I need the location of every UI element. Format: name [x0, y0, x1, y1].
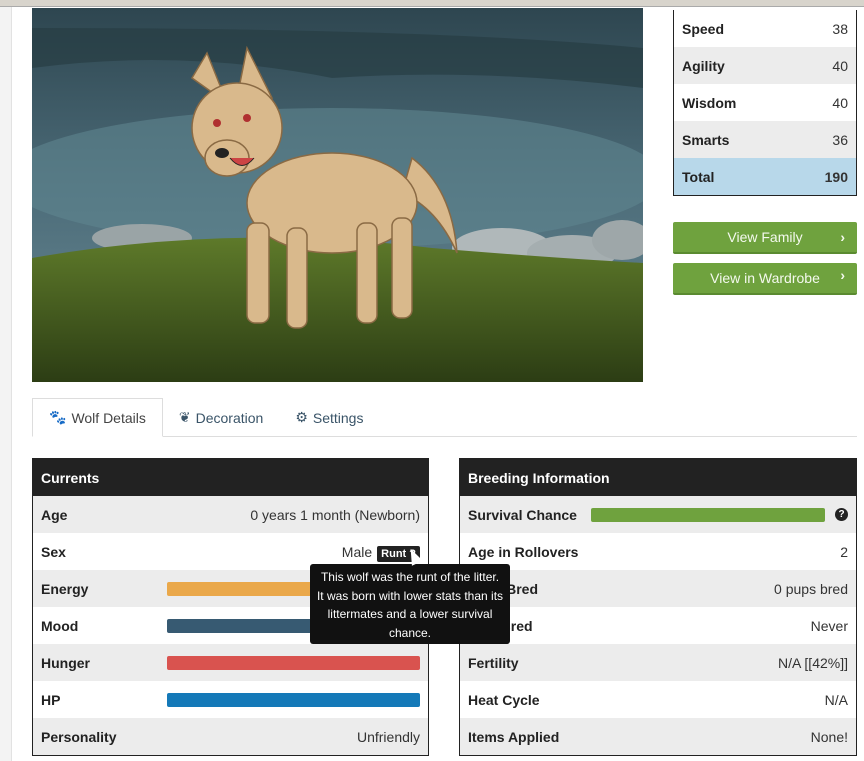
row-label: Age — [41, 506, 68, 523]
question-icon: ? — [409, 547, 416, 560]
row-value: Never — [810, 617, 848, 634]
tab-decoration[interactable]: ❦ Decoration — [163, 398, 279, 437]
stat-label: Speed — [682, 20, 725, 37]
tab-label: Wolf Details — [71, 409, 146, 426]
breeding-row: Age in Rollovers 2 — [460, 533, 856, 570]
row-label: HP — [41, 691, 61, 708]
row-value: 2 — [840, 543, 848, 560]
row-label: Personality — [41, 728, 117, 745]
left-gutter — [0, 7, 12, 761]
row-value: N/A [[42%]] — [777, 654, 848, 671]
browser-bar — [0, 0, 864, 7]
row-value: 0 pups bred — [774, 580, 848, 597]
row-label: Hunger — [41, 654, 90, 671]
hunger-row: Hunger — [33, 644, 428, 681]
stat-value: 40 — [832, 57, 848, 74]
leaf-icon: ❦ — [178, 409, 191, 425]
hunger-bar — [167, 655, 420, 670]
stat-value: 40 — [832, 94, 848, 111]
row-label: Survival Chance — [468, 506, 577, 523]
row-value: 0 years 1 month (Newborn) — [250, 506, 420, 523]
stat-value: 190 — [824, 168, 848, 185]
sex-row: Sex Male Runt ? — [33, 533, 428, 570]
tab-wolf-details[interactable]: 🐾 Wolf Details — [32, 398, 163, 437]
badge-label: Runt — [381, 547, 407, 560]
currents-panel: Currents Age 0 years 1 month (Newborn) Se… — [32, 458, 429, 756]
view-family-label: View Family — [727, 229, 803, 245]
personality-row: Personality Unfriendly — [33, 718, 428, 755]
stat-label: Wisdom — [682, 94, 737, 111]
row-value: None! — [810, 728, 848, 745]
breeding-row: Heat Cycle N/A — [460, 681, 856, 718]
row-label: Age in Rollovers — [468, 543, 579, 560]
view-wardrobe-label: View in Wardrobe — [710, 270, 820, 286]
row-label: Items Applied — [468, 728, 560, 745]
tab-label: Decoration — [195, 409, 264, 426]
stat-row-total: Total 190 — [674, 158, 856, 195]
stats-table: Speed 38 Agility 40 Wisdom 40 Smarts 36 Tota… — [673, 10, 857, 196]
panel-title: Currents — [33, 459, 428, 496]
stat-value: 38 — [832, 20, 848, 37]
age-row: Age 0 years 1 month (Newborn) — [33, 496, 428, 533]
chevron-right-icon: › — [840, 267, 845, 283]
row-label: Fertility — [468, 654, 519, 671]
survival-row: Survival Chance? — [460, 496, 856, 533]
tab-label: Settings — [312, 409, 364, 426]
survival-bar — [591, 507, 825, 522]
stat-row-wisdom: Wisdom 40 — [674, 84, 856, 121]
stat-row-agility: Agility 40 — [674, 47, 856, 84]
runt-badge[interactable]: Runt ? — [377, 545, 420, 562]
gear-icon: ⚙ — [295, 409, 308, 425]
row-value: Male — [341, 543, 373, 560]
stat-row-speed: Speed 38 — [674, 10, 856, 47]
stat-label: Total — [682, 168, 715, 185]
row-label: Energy — [41, 580, 89, 597]
breeding-panel: Breeding Information Survival Chance? Ag… — [459, 458, 857, 756]
paw-icon: 🐾 — [49, 409, 67, 425]
row-value: Unfriendly — [356, 728, 420, 745]
stat-label: Smarts — [682, 131, 730, 148]
row-label: Sex — [41, 543, 66, 560]
runt-tooltip: This wolf was the runt of the litter. It… — [310, 564, 510, 644]
help-icon[interactable]: ? — [835, 508, 848, 521]
view-family-button[interactable]: View Family › — [673, 222, 857, 254]
row-value: N/A — [824, 691, 848, 708]
stat-label: Agility — [682, 57, 725, 74]
chevron-right-icon: › — [840, 229, 845, 245]
breeding-row: Items Applied None! — [460, 718, 856, 755]
stat-row-smarts: Smarts 36 — [674, 121, 856, 158]
panel-title: Breeding Information — [460, 459, 856, 496]
hp-row: HP — [33, 681, 428, 718]
view-wardrobe-button[interactable]: View in Wardrobe › — [673, 263, 857, 295]
breeding-row: Fertility N/A [[42%]] — [460, 644, 856, 681]
row-label: Mood — [41, 617, 79, 634]
stat-value: 36 — [832, 131, 848, 148]
tab-settings[interactable]: ⚙ Settings — [279, 398, 379, 437]
wolf-image — [32, 8, 643, 382]
tab-bar: 🐾 Wolf Details ❦ Decoration ⚙ Settings — [32, 398, 857, 437]
hp-bar — [167, 692, 420, 707]
row-label: Heat Cycle — [468, 691, 540, 708]
